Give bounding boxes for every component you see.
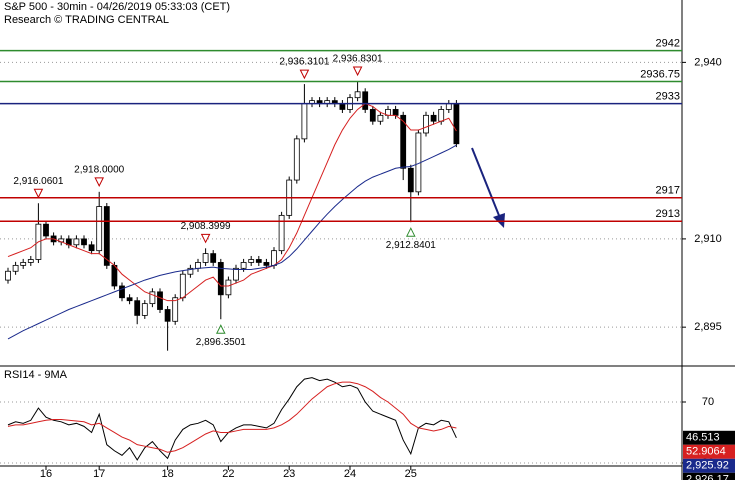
level-label: 2917 bbox=[656, 185, 680, 197]
candle-body bbox=[233, 267, 239, 281]
candle-body bbox=[407, 167, 414, 193]
candle-body bbox=[453, 103, 460, 145]
level-label: 2913 bbox=[656, 208, 680, 220]
moving-average bbox=[7, 102, 457, 302]
x-tick-label: 18 bbox=[161, 468, 173, 480]
value-box bbox=[683, 444, 735, 459]
candle-body bbox=[430, 114, 437, 122]
candle-body bbox=[210, 253, 217, 263]
x-tick-label: 23 bbox=[283, 468, 295, 480]
peak-label: 2,936.3101 bbox=[279, 57, 329, 68]
candle-body bbox=[157, 291, 163, 310]
candle-body bbox=[354, 91, 361, 99]
candle-body bbox=[255, 259, 262, 263]
moving-average bbox=[7, 144, 457, 340]
candle-body bbox=[5, 270, 11, 281]
trough-marker bbox=[405, 227, 416, 237]
candle-body bbox=[73, 238, 80, 246]
trough-label: 2,896.3501 bbox=[196, 337, 246, 348]
candle-body bbox=[88, 244, 95, 252]
peak-marker bbox=[200, 233, 211, 244]
candle-body bbox=[225, 279, 232, 296]
candle-body bbox=[141, 303, 148, 316]
candle-body bbox=[438, 109, 445, 122]
peak-marker bbox=[352, 66, 363, 77]
candle-body bbox=[119, 285, 125, 299]
peak-label: 2,916.0601 bbox=[13, 176, 63, 187]
candle-body bbox=[339, 103, 346, 110]
candle-body bbox=[423, 114, 429, 134]
x-tick-label: 24 bbox=[344, 468, 356, 480]
candle-body bbox=[96, 206, 103, 252]
y-tick-label: 2,895 bbox=[694, 321, 722, 333]
y-tick-label: 2,940 bbox=[694, 56, 722, 68]
candle-body bbox=[27, 259, 34, 263]
level-label: 2936.75 bbox=[640, 68, 680, 80]
candle-body bbox=[392, 109, 399, 116]
x-tick-label: 22 bbox=[222, 468, 234, 480]
trough-marker bbox=[215, 324, 226, 334]
line-series bbox=[7, 381, 457, 453]
candle-body bbox=[278, 214, 285, 252]
value-box-label: 2,926.17 bbox=[686, 474, 729, 480]
value-box-label: 52.9064 bbox=[686, 446, 726, 458]
candle-body bbox=[369, 109, 376, 122]
y-tick-label: 70 bbox=[702, 396, 714, 408]
candle-body bbox=[111, 264, 118, 287]
candle-body bbox=[263, 262, 270, 266]
candle-body bbox=[293, 138, 300, 181]
candle-body bbox=[187, 267, 194, 275]
candle-body bbox=[81, 238, 87, 246]
candle-body bbox=[202, 253, 209, 263]
value-box-label: 46.513 bbox=[686, 432, 720, 444]
chart-subtitle: Research © TRADING CENTRAL bbox=[4, 14, 169, 26]
peak-marker bbox=[33, 188, 44, 199]
peak-label: 2,918.0000 bbox=[74, 164, 124, 175]
chart-title: S&P 500 - 30min - 04/26/2019 05:33:03 (C… bbox=[4, 1, 230, 13]
line-series bbox=[7, 377, 457, 461]
candle-body bbox=[248, 259, 255, 263]
candle-body bbox=[126, 297, 133, 302]
trough-label: 2,912.8401 bbox=[386, 240, 436, 251]
plot-area bbox=[7, 377, 457, 461]
candle-body bbox=[362, 91, 369, 110]
peak-label: 2,908.3999 bbox=[181, 221, 231, 232]
level-label: 2933 bbox=[656, 90, 680, 102]
peak-label: 2,936.8301 bbox=[333, 54, 383, 65]
candle-body bbox=[164, 309, 171, 322]
candle-body bbox=[217, 262, 224, 296]
candle-body bbox=[445, 103, 452, 110]
rsi-title: RSI14 - 9MA bbox=[4, 369, 68, 381]
x-tick-label: 25 bbox=[405, 468, 417, 480]
x-tick-label: 17 bbox=[93, 468, 105, 480]
candle-body bbox=[103, 206, 110, 266]
candle-body bbox=[179, 273, 186, 299]
candle-body bbox=[240, 262, 247, 269]
candle-body bbox=[172, 297, 179, 322]
candle-body bbox=[301, 103, 308, 140]
candle-body bbox=[377, 114, 384, 122]
candle-body bbox=[195, 262, 201, 269]
candle-body bbox=[43, 223, 49, 237]
candle-body bbox=[20, 262, 27, 266]
candle-body bbox=[12, 264, 19, 272]
y-tick-label: 2,910 bbox=[694, 233, 722, 245]
peak-marker bbox=[94, 177, 105, 187]
peak-marker bbox=[299, 69, 310, 80]
value-box bbox=[683, 430, 735, 445]
candle-body bbox=[134, 300, 141, 316]
candle-body bbox=[271, 250, 277, 266]
value-box bbox=[683, 472, 735, 480]
value-box bbox=[683, 458, 735, 473]
candle-body bbox=[149, 291, 156, 305]
x-tick-label: 16 bbox=[40, 468, 52, 480]
value-box-label: 2,925.92 bbox=[686, 460, 729, 472]
candle-body bbox=[400, 114, 407, 169]
level-label: 2942 bbox=[656, 38, 680, 50]
